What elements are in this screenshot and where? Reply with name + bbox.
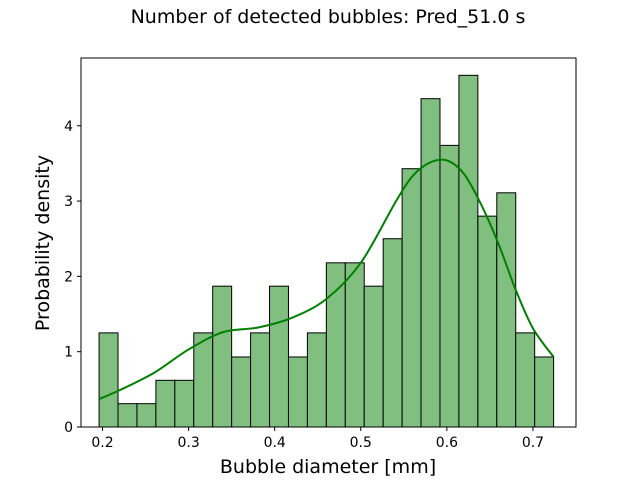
x-tick-label-0.5: 0.5 bbox=[350, 435, 372, 451]
histogram-bar-20 bbox=[477, 215, 498, 428]
x-tick-label-0.2: 0.2 bbox=[91, 435, 113, 451]
x-axis-ticks: 0.2 0.3 0.4 0.5 0.6 0.7 bbox=[91, 427, 544, 451]
histogram-bars bbox=[98, 74, 555, 428]
histogram-bar-2 bbox=[136, 403, 157, 428]
histogram-bar-17 bbox=[420, 98, 441, 428]
x-tick-label-0.3: 0.3 bbox=[177, 435, 199, 451]
y-axis-ticks: 0 1 2 3 4 bbox=[64, 119, 81, 436]
x-tick-label-0.4: 0.4 bbox=[264, 435, 286, 451]
y-tick-label-4: 4 bbox=[64, 119, 73, 135]
histogram-bar-14 bbox=[363, 285, 384, 428]
kde-curve bbox=[98, 158, 555, 401]
histogram-bar-3 bbox=[155, 379, 176, 428]
histogram-bar-9 bbox=[269, 285, 289, 428]
y-axis-label: Probability density bbox=[32, 155, 54, 331]
histogram-bar-13 bbox=[344, 262, 365, 428]
y-tick-label-2: 2 bbox=[64, 269, 73, 285]
histogram-bar-22 bbox=[515, 332, 536, 428]
histogram-bar-12 bbox=[325, 262, 346, 428]
histogram-bar-23 bbox=[534, 356, 555, 428]
histogram-bar-19 bbox=[458, 74, 479, 428]
histogram-bar-8 bbox=[250, 332, 271, 428]
y-tick-label-0: 0 bbox=[64, 420, 73, 436]
histogram-bar-11 bbox=[306, 332, 327, 428]
histogram-bar-16 bbox=[401, 168, 422, 428]
histogram-bar-21 bbox=[496, 192, 517, 428]
histogram-bar-7 bbox=[231, 356, 252, 428]
chart-title: Number of detected bubbles: Pred_51.0 s bbox=[131, 6, 526, 28]
x-tick-label-0.6: 0.6 bbox=[436, 435, 458, 451]
histogram-bar-4 bbox=[174, 379, 195, 428]
x-tick-label-0.7: 0.7 bbox=[522, 435, 544, 451]
histogram-bar-5 bbox=[193, 332, 214, 428]
histogram-bar-0 bbox=[98, 332, 119, 428]
histogram-bar-6 bbox=[212, 285, 233, 428]
x-axis-label: Bubble diameter [mm] bbox=[220, 456, 436, 478]
histogram-bar-1 bbox=[117, 403, 138, 428]
histogram-bar-15 bbox=[382, 238, 403, 428]
histogram-bar-18 bbox=[439, 144, 460, 428]
histogram-bar-10 bbox=[287, 356, 308, 428]
plot-frame bbox=[80, 57, 577, 428]
y-tick-label-3: 3 bbox=[64, 194, 73, 210]
y-tick-label-1: 1 bbox=[64, 345, 73, 361]
